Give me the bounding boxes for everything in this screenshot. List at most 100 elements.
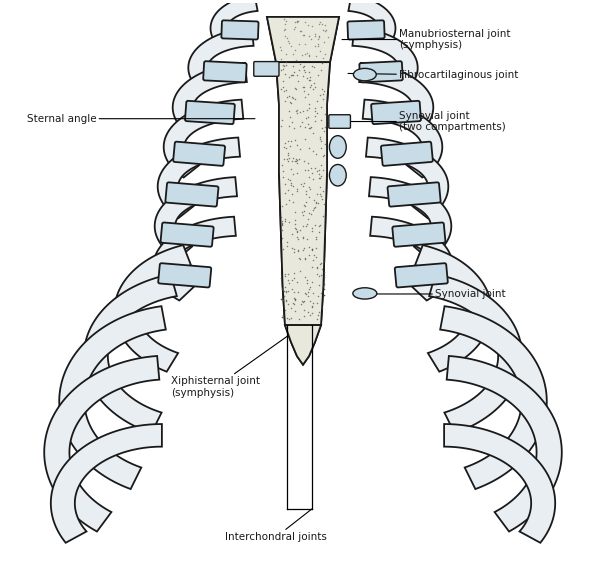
- Point: [279, 143, 289, 152]
- Point: [280, 216, 290, 226]
- Point: [307, 35, 316, 44]
- FancyBboxPatch shape: [254, 62, 279, 77]
- Point: [301, 198, 310, 207]
- Point: [317, 194, 327, 203]
- Point: [297, 207, 307, 216]
- Point: [312, 263, 322, 272]
- Point: [277, 217, 287, 226]
- Point: [320, 122, 330, 131]
- Point: [303, 159, 313, 168]
- Point: [276, 43, 285, 52]
- Point: [307, 246, 317, 255]
- Text: Synovial joint
(two compartments): Synovial joint (two compartments): [348, 111, 506, 132]
- Point: [307, 303, 317, 312]
- Point: [287, 275, 296, 284]
- Point: [299, 244, 308, 253]
- Point: [284, 92, 294, 101]
- Point: [293, 235, 303, 244]
- Point: [305, 284, 315, 293]
- Point: [289, 287, 299, 296]
- Point: [303, 287, 313, 296]
- Point: [317, 85, 327, 94]
- Point: [277, 219, 287, 228]
- Point: [281, 283, 290, 292]
- Point: [294, 315, 304, 324]
- Point: [307, 168, 317, 177]
- Point: [293, 245, 303, 254]
- Point: [276, 66, 286, 75]
- Point: [290, 216, 300, 225]
- Point: [281, 16, 291, 25]
- Point: [280, 138, 290, 147]
- Point: [318, 90, 328, 99]
- Point: [282, 93, 291, 102]
- Point: [320, 139, 330, 148]
- Point: [287, 118, 297, 127]
- Point: [293, 247, 303, 256]
- Point: [314, 307, 324, 316]
- Point: [287, 71, 296, 80]
- Point: [291, 85, 301, 94]
- Point: [310, 203, 320, 212]
- Point: [311, 150, 321, 159]
- Point: [304, 75, 314, 84]
- Point: [281, 296, 290, 305]
- Point: [306, 81, 316, 90]
- Point: [289, 24, 299, 33]
- Point: [279, 26, 289, 35]
- Point: [311, 198, 321, 207]
- Point: [286, 314, 296, 323]
- Polygon shape: [353, 28, 418, 88]
- Point: [288, 61, 298, 70]
- Point: [310, 220, 319, 230]
- FancyBboxPatch shape: [185, 101, 235, 124]
- Point: [310, 106, 320, 115]
- Point: [290, 83, 300, 93]
- Point: [307, 262, 316, 271]
- Point: [287, 243, 297, 252]
- Polygon shape: [59, 306, 166, 489]
- Point: [304, 112, 313, 122]
- Point: [304, 182, 314, 191]
- Point: [298, 222, 308, 231]
- Point: [295, 66, 304, 75]
- Point: [316, 172, 325, 181]
- Point: [304, 243, 314, 252]
- Point: [313, 291, 323, 300]
- Point: [318, 282, 327, 291]
- Point: [291, 168, 301, 178]
- Polygon shape: [447, 356, 562, 532]
- Point: [316, 143, 325, 152]
- Point: [299, 86, 309, 95]
- Point: [304, 172, 314, 182]
- Text: Sternal angle: Sternal angle: [27, 114, 255, 124]
- Point: [284, 276, 293, 285]
- Point: [304, 31, 314, 41]
- Point: [319, 291, 328, 300]
- Point: [280, 31, 290, 41]
- Point: [315, 46, 325, 55]
- Point: [283, 269, 293, 278]
- Point: [289, 123, 299, 132]
- Point: [290, 295, 300, 304]
- Point: [276, 121, 286, 130]
- Polygon shape: [276, 62, 330, 325]
- Point: [291, 105, 301, 114]
- Point: [299, 30, 309, 39]
- Point: [284, 196, 293, 205]
- Point: [286, 314, 296, 323]
- Point: [302, 220, 312, 229]
- Point: [291, 105, 301, 114]
- Point: [321, 21, 330, 30]
- Point: [300, 165, 310, 174]
- Point: [304, 119, 313, 128]
- Point: [288, 71, 298, 80]
- Point: [312, 166, 322, 175]
- Point: [316, 132, 325, 141]
- Point: [312, 108, 322, 118]
- Point: [279, 15, 288, 24]
- Point: [281, 16, 291, 25]
- Polygon shape: [285, 325, 321, 365]
- Point: [299, 82, 308, 91]
- Point: [299, 157, 308, 166]
